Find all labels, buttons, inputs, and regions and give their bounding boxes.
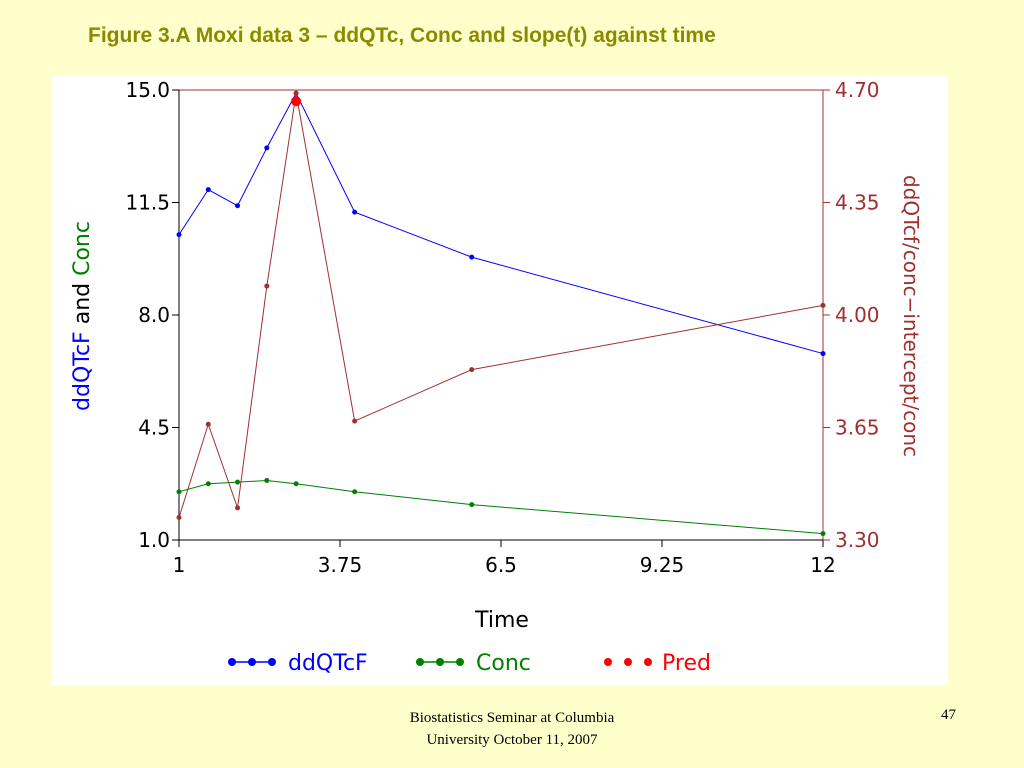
- y-left-tick-label: 8.0: [138, 303, 170, 327]
- y-right-tick-label: 3.30: [835, 528, 880, 552]
- legend-label: Pred: [662, 651, 711, 676]
- x-tick-label: 9.25: [640, 553, 685, 577]
- data-point-ddqtcf: [205, 187, 211, 193]
- y-left-label-ddqtcf: ddQTcF: [70, 331, 95, 411]
- data-point-slope: [264, 283, 270, 289]
- data-point-slope: [352, 418, 358, 424]
- page-number: 47: [941, 707, 956, 723]
- data-point-slope: [820, 302, 826, 308]
- y-left-tick-label: 15.0: [125, 78, 170, 102]
- legend: ddQTcF Conc Pred: [228, 651, 711, 676]
- y-left-label-and: and: [70, 276, 95, 331]
- legend-item-conc: Conc: [416, 651, 531, 676]
- data-point-conc: [235, 479, 241, 485]
- legend-marker: [228, 658, 236, 666]
- series-line-ddqtcf: [178, 92, 824, 355]
- data-point-conc: [264, 478, 270, 484]
- y-left-tick-label: 11.5: [125, 191, 170, 215]
- y-right-axis-title: ddQTcf/conc−intercept/conc: [899, 175, 923, 457]
- legend-marker: [268, 658, 276, 666]
- data-point-slope: [176, 515, 182, 520]
- legend-label: ddQTcF: [288, 651, 368, 676]
- x-tick-label: 1: [173, 553, 186, 577]
- footer-line-2: University October 11, 2007: [426, 732, 598, 748]
- data-point-slope: [235, 505, 241, 511]
- data-point-conc: [352, 489, 358, 495]
- chart-svg: 1 3.75 6.5 9.25 12 15.0 11.5 8.0 4.5 1.0 4.70 4.35 4…: [70, 78, 923, 676]
- x-axis-title: Time: [474, 608, 529, 633]
- y-right-tick-label: 4.35: [835, 191, 880, 215]
- legend-marker: [624, 658, 632, 666]
- data-point-ddqtcf: [235, 203, 241, 209]
- axis-labels: Time ddQTcF and Conc ddQTcf/conc−interce…: [70, 175, 923, 633]
- series-line-slope: [178, 93, 824, 518]
- x-tick-label: 12: [810, 553, 835, 577]
- legend-marker: [436, 658, 444, 666]
- data-point-conc: [820, 531, 826, 537]
- axis-ticks: 1 3.75 6.5 9.25 12 15.0 11.5 8.0 4.5 1.0 4.70 4.35 4…: [125, 78, 879, 577]
- y-left-axis-title: ddQTcF and Conc: [70, 221, 95, 411]
- legend-marker: [456, 658, 464, 666]
- data-point-conc: [176, 489, 182, 495]
- plot-frame: [178, 89, 824, 541]
- series-layer: [176, 90, 826, 537]
- legend-item-pred: Pred: [604, 651, 711, 676]
- y-left-label-conc: Conc: [70, 221, 95, 276]
- footer-line-1: Biostatistics Seminar at Columbia: [409, 710, 615, 726]
- data-point-conc: [205, 481, 211, 487]
- series-line-conc: [178, 480, 824, 535]
- chart-panel: 1 3.75 6.5 9.25 12 15.0 11.5 8.0 4.5 1.0 4.70 4.35 4…: [52, 75, 948, 685]
- data-point-pred: [291, 96, 302, 107]
- y-right-tick-label: 4.70: [835, 78, 880, 102]
- slide-title: Figure 3.A Moxi data 3 – ddQTc, Conc and…: [88, 24, 716, 47]
- data-point-ddqtcf: [469, 254, 475, 260]
- x-tick-label: 3.75: [318, 553, 363, 577]
- data-point-ddqtcf: [820, 351, 826, 357]
- legend-marker: [644, 658, 652, 666]
- data-point-ddqtcf: [264, 145, 270, 151]
- data-point-slope: [205, 421, 211, 427]
- y-right-tick-label: 4.00: [835, 303, 880, 327]
- legend-marker: [416, 658, 424, 666]
- data-point-ddqtcf: [176, 232, 182, 238]
- legend-marker: [248, 658, 256, 666]
- y-right-tick-label: 3.65: [835, 416, 880, 440]
- data-point-slope: [469, 367, 475, 373]
- data-point-slope: [293, 90, 299, 96]
- y-left-tick-label: 1.0: [138, 528, 170, 552]
- legend-label: Conc: [476, 651, 531, 676]
- data-point-ddqtcf: [352, 209, 358, 215]
- data-point-conc: [293, 481, 299, 487]
- y-left-tick-label: 4.5: [138, 416, 170, 440]
- legend-item-ddqtcf: ddQTcF: [228, 651, 368, 676]
- footer-text: Biostatistics Seminar at Columbia Univer…: [312, 707, 712, 751]
- data-point-conc: [469, 502, 475, 508]
- legend-marker: [604, 658, 612, 666]
- x-tick-label: 6.5: [485, 553, 517, 577]
